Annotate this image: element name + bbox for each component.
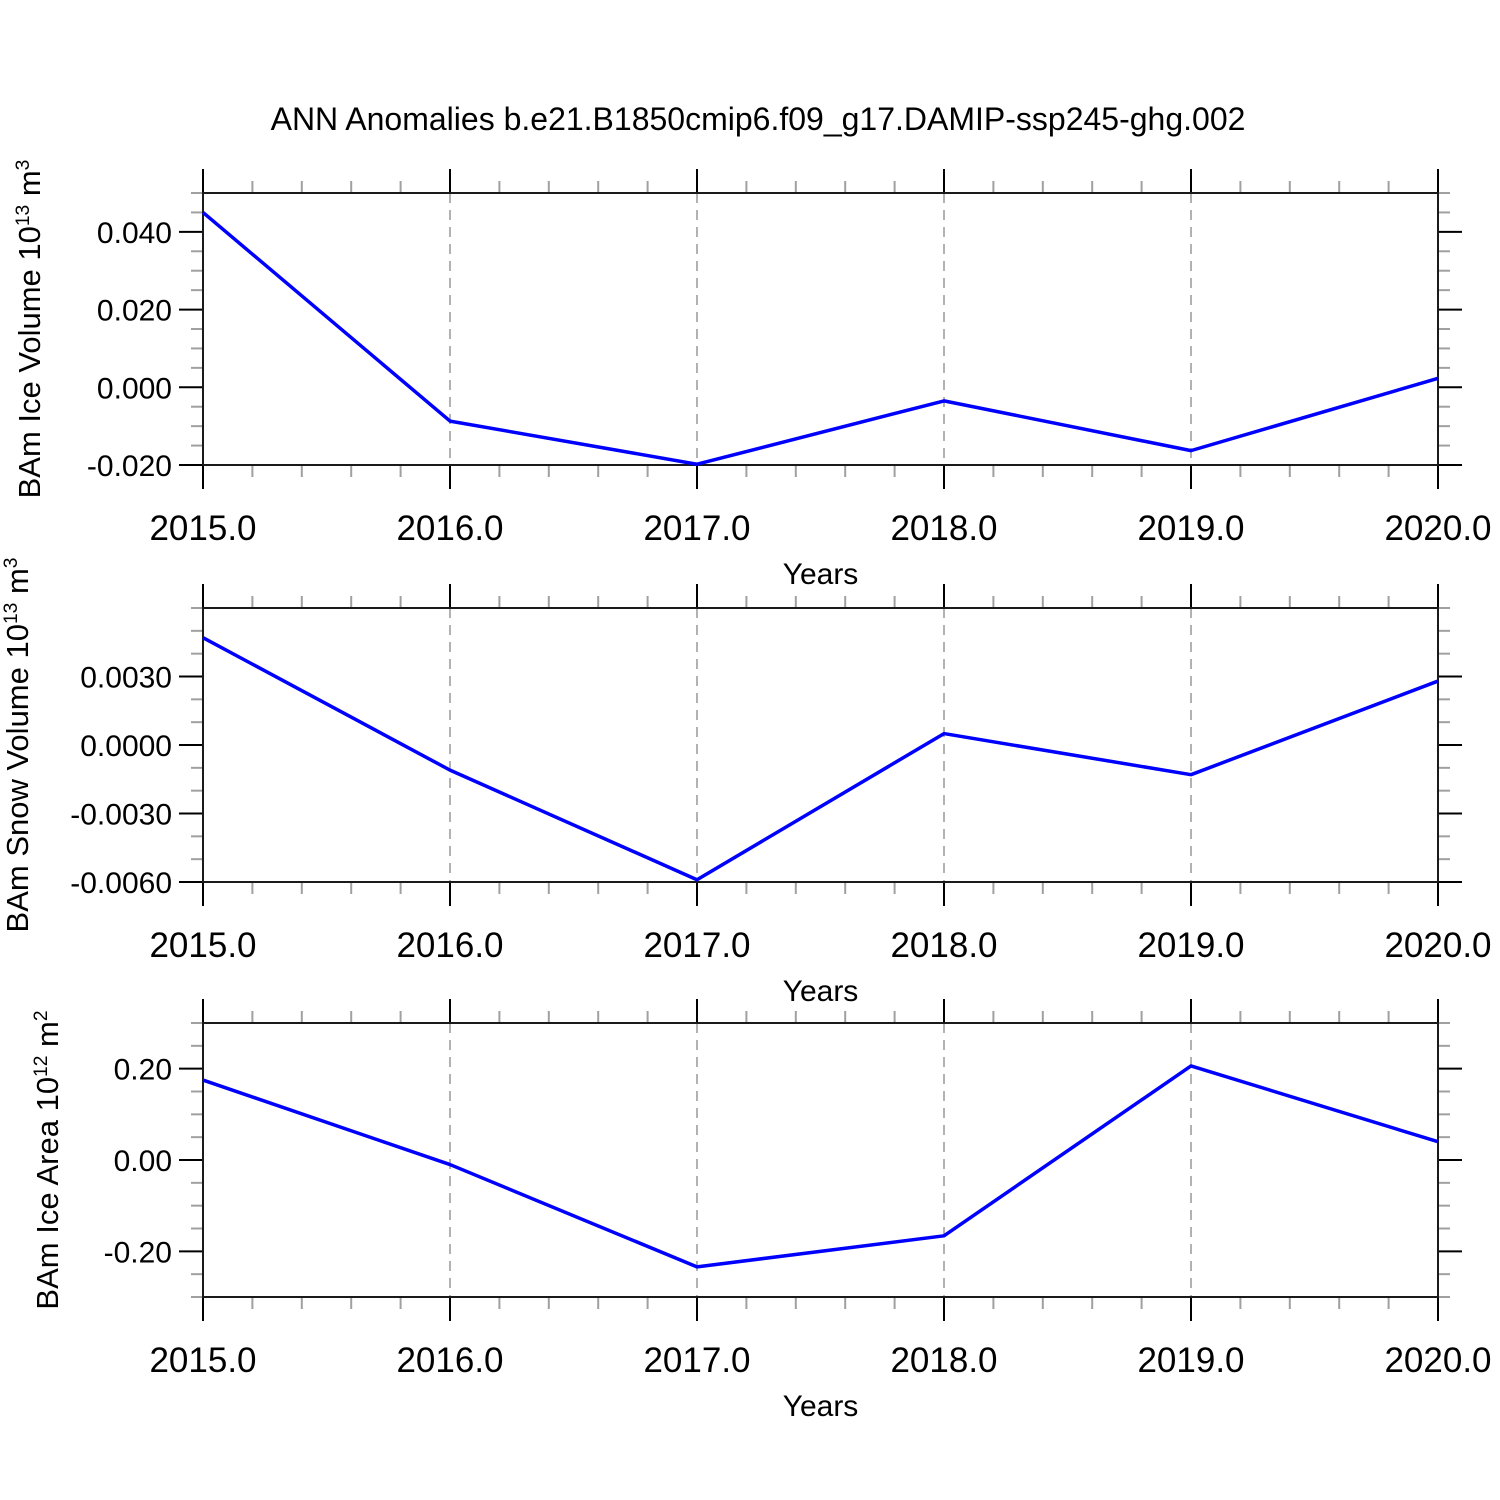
xaxis-title: Years [783, 975, 859, 1008]
ylabel-superscript: 3 [1, 557, 23, 569]
xtick-label: 2016.0 [396, 1341, 503, 1380]
ylabel-text: m [0, 568, 35, 603]
xtick-label: 2015.0 [149, 509, 256, 548]
xtick-label: 2019.0 [1137, 926, 1244, 965]
ylabel-text: m [30, 1021, 65, 1056]
ytick-label: 0.000 [97, 372, 172, 405]
xaxis-title: Years [783, 558, 859, 591]
ylabel-text: BAm Ice Area 10 [30, 1076, 65, 1310]
xtick-label: 2019.0 [1137, 1341, 1244, 1380]
ytick-label: 0.00 [114, 1145, 172, 1178]
xtick-label: 2020.0 [1384, 926, 1491, 965]
xtick-label: 2017.0 [643, 509, 750, 548]
ylabel-text: BAm Snow Volume 10 [0, 624, 35, 933]
plot-frame [202, 607, 1439, 883]
xtick-label: 2017.0 [643, 926, 750, 965]
ytick-label: -0.0030 [70, 799, 172, 832]
xtick-label: 2018.0 [890, 926, 997, 965]
plot-frame [202, 1022, 1439, 1298]
xtick-label: 2018.0 [890, 509, 997, 548]
ylabel-superscript: 13 [13, 204, 35, 227]
plot-ice-volume: 0.040 0.020 0.000 -0.020 2015.0 2016.0 2017.0 2… [87, 169, 1492, 591]
ytick-label: 0.20 [114, 1054, 172, 1087]
figure-title: ANN Anomalies b.e21.B1850cmip6.f09_g17.D… [270, 101, 1246, 137]
plot-frame [202, 192, 1439, 466]
ytick-label: 0.0030 [80, 662, 172, 695]
ylabel-superscript: 12 [31, 1055, 53, 1077]
ytick-label: -0.020 [87, 450, 172, 483]
ylabel-ice-volume: BAm Ice Volume 1013 m3 [12, 160, 48, 499]
xaxis-title: Years [783, 1390, 859, 1423]
ytick-label: 0.040 [97, 217, 172, 250]
xtick-label: 2015.0 [149, 1341, 256, 1380]
ylabel-superscript: 2 [31, 1010, 53, 1022]
ylabel-superscript: 13 [1, 602, 23, 625]
ylabel-superscript: 3 [13, 159, 35, 171]
plot-snow-volume: 0.0030 0.0000 -0.0030 -0.0060 2015.0 2016.0 20… [70, 584, 1492, 1008]
ytick-label: 0.0000 [80, 730, 172, 763]
ytick-label: 0.020 [97, 295, 172, 328]
ylabel-snow-volume: BAm Snow Volume 1013 m3 [0, 558, 36, 933]
ylabel-ice-area: BAm Ice Area 1012 m2 [30, 1010, 66, 1309]
xtick-label: 2020.0 [1384, 509, 1491, 548]
xtick-label: 2017.0 [643, 1341, 750, 1380]
xtick-label: 2020.0 [1384, 1341, 1491, 1380]
ytick-label: -0.20 [104, 1236, 172, 1269]
data-line-snow-volume [202, 636, 1439, 882]
xtick-label: 2016.0 [396, 926, 503, 965]
data-line-ice-area [202, 1064, 1439, 1269]
plot-ice-area: 0.20 0.00 -0.20 2015.0 2016.0 2017.0 2018.0 201… [104, 999, 1492, 1423]
xtick-label: 2015.0 [149, 926, 256, 965]
xtick-label: 2018.0 [890, 1341, 997, 1380]
ytick-label: -0.0060 [70, 867, 172, 900]
ylabel-text: m [12, 170, 47, 205]
data-line-ice-volume [201, 211, 1439, 466]
ylabel-text: BAm Ice Volume 10 [12, 226, 47, 499]
xtick-label: 2016.0 [396, 509, 503, 548]
xtick-label: 2019.0 [1137, 509, 1244, 548]
